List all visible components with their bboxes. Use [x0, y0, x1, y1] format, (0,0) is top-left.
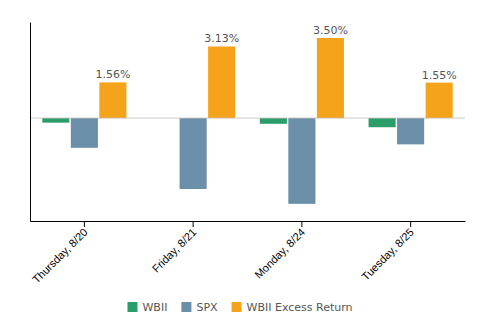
bar	[317, 38, 344, 118]
legend-label: WBII Excess Return	[247, 301, 353, 314]
legend-swatch	[181, 302, 191, 312]
x-tick-label: Tuesday, 8/25	[359, 226, 416, 283]
plot: Thursday, 8/20 Friday, 8/21 Monday, 8/24 Tu…	[30, 23, 466, 286]
x-axis-line	[31, 221, 466, 222]
bar	[426, 83, 453, 118]
bar	[369, 118, 396, 127]
x-tick: Friday, 8/21	[150, 221, 199, 275]
bar	[42, 118, 69, 123]
y-axis	[30, 23, 31, 222]
x-tick-mark	[84, 221, 85, 227]
data-label: 3.13%	[204, 32, 239, 45]
data-label: 1.55%	[422, 69, 457, 82]
x-tick-mark	[193, 221, 194, 227]
x-tick-label: Thursday, 8/20	[30, 226, 90, 286]
chart: Thursday, 8/20 Friday, 8/21 Monday, 8/24 Tu…	[0, 0, 480, 321]
x-tick-label: Friday, 8/21	[150, 226, 199, 275]
bar	[288, 118, 315, 204]
x-tick-mark	[410, 221, 411, 227]
legend-swatch	[232, 302, 242, 312]
legend-item: SPX	[181, 301, 218, 314]
baseline	[30, 118, 465, 119]
bar	[208, 46, 235, 118]
legend-item: WBII Excess Return	[232, 301, 353, 314]
legend: WBII SPX WBII Excess Return	[127, 301, 352, 314]
data-label: 1.56%	[95, 68, 130, 81]
data-label: 3.50%	[313, 24, 348, 37]
data-labels: 1.56% 3.13% 3.50% 1.55%	[95, 24, 456, 82]
bar	[99, 82, 126, 118]
x-tick-label: Monday, 8/24	[252, 226, 307, 281]
legend-label: WBII	[142, 301, 167, 314]
legend-swatch	[127, 302, 137, 312]
legend-item: WBII	[127, 301, 167, 314]
x-tick: Monday, 8/24	[252, 221, 307, 281]
bar	[260, 118, 287, 124]
y-axis-line	[30, 23, 31, 222]
series	[71, 118, 424, 204]
legend-label: SPX	[196, 301, 218, 314]
bar	[71, 118, 98, 148]
x-tick: Tuesday, 8/25	[359, 221, 416, 283]
bar	[180, 118, 207, 189]
bar	[397, 118, 424, 144]
x-tick-mark	[301, 221, 302, 227]
bars	[42, 38, 452, 204]
series	[99, 38, 452, 118]
x-axis: Thursday, 8/20 Friday, 8/21 Monday, 8/24 Tu…	[30, 221, 465, 286]
x-tick: Thursday, 8/20	[30, 221, 90, 286]
